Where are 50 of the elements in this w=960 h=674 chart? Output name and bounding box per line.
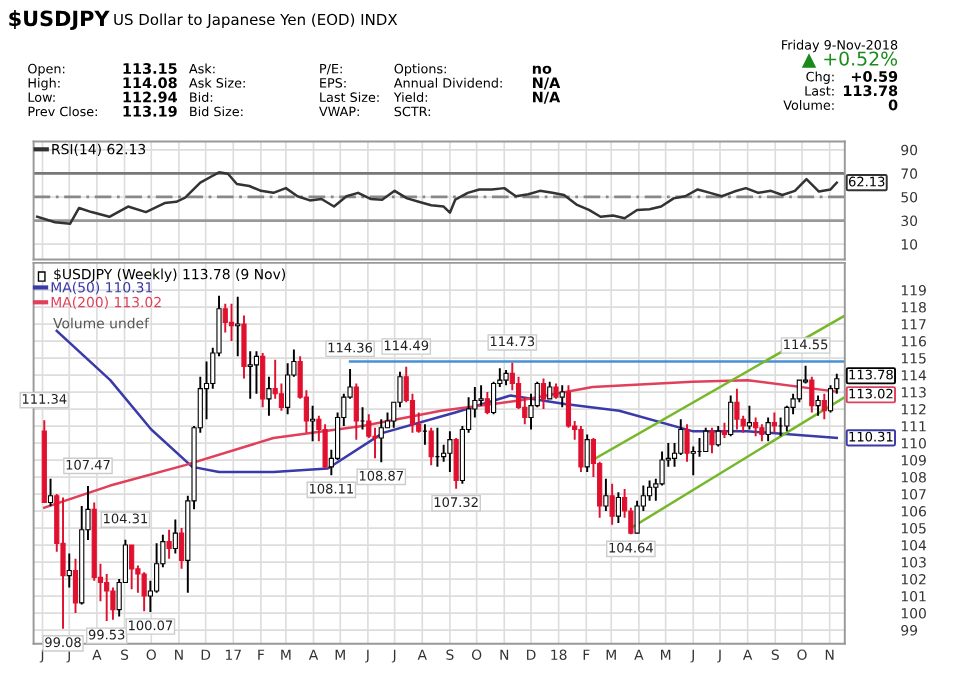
candlestick [166,528,172,560]
candlestick [578,425,584,473]
candlestick [453,436,459,490]
candlestick [247,350,253,400]
candlestick [715,425,721,448]
candlestick [241,314,247,380]
candlestick [178,527,185,570]
candlestick [353,382,359,441]
candlestick [484,391,490,416]
candlestick [310,404,316,443]
candlestick [684,423,690,463]
candlestick [235,295,241,358]
candlestick [746,404,753,431]
candlestick [584,433,590,473]
candlestick [559,384,565,409]
candlestick [615,491,621,524]
candlestick [322,423,328,470]
candlestick [66,552,72,589]
candlestick [603,477,609,513]
candlestick [753,416,759,438]
candlestick [359,406,366,431]
candlestick [815,394,821,417]
candlestick [821,392,827,421]
candlestick [260,351,266,409]
candlestick [540,377,547,411]
candlestick [690,445,696,477]
candlestick [266,375,272,417]
candlestick [765,416,771,443]
candlestick [428,426,434,467]
candlestick [734,387,740,431]
candlestick [809,375,815,414]
text: $USDJPY [9,10,110,31]
candlestick [447,430,453,473]
candlestick [172,518,178,555]
candlestick [141,571,147,613]
line-series [35,171,839,225]
candlestick [222,302,228,334]
candlestick [378,418,384,464]
candlestick [253,350,260,395]
candlestick [72,557,79,615]
text: ▲ +0.52% [801,51,898,68]
candlestick [609,482,615,526]
candlestick [228,302,235,343]
candlestick [47,477,54,507]
candlestick [60,496,66,630]
candlestick [728,394,734,438]
candlestick [709,426,715,455]
candlestick [771,411,777,434]
candlestick [129,544,135,591]
candlestick [703,426,709,453]
